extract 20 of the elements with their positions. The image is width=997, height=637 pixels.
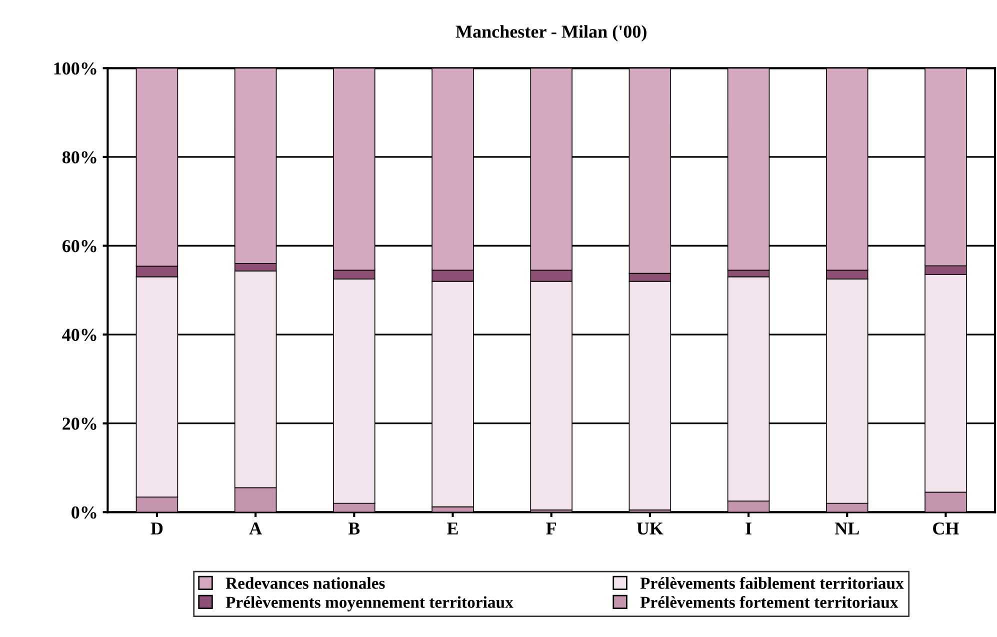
legend-label: Prélèvements moyennement territoriaux <box>226 596 514 612</box>
x-tick-label: CH <box>933 522 959 535</box>
legend-label: Prélèvements fortement territoriaux <box>640 596 898 608</box>
x-tick-label: E <box>447 522 458 534</box>
x-tick-label: UK <box>636 522 664 535</box>
y-tick-label: 20% <box>62 418 96 430</box>
x-tick-label: I <box>746 522 752 534</box>
y-tick-label: 80% <box>62 151 96 164</box>
y-tick-label: 100% <box>54 62 96 75</box>
x-tick-label: B <box>348 522 360 534</box>
x-tick-label: D <box>150 522 163 534</box>
x-tick-label: NL <box>834 522 859 534</box>
y-tick-label: 0% <box>72 506 96 519</box>
x-tick-label: F <box>546 522 556 534</box>
legend-label: Prélèvements faiblement territoriaux <box>640 576 904 589</box>
y-tick-label: 60% <box>62 240 96 252</box>
y-tick-label: 40% <box>62 328 96 342</box>
chart-title: Manchester - Milan ('00) <box>456 25 646 42</box>
legend-label: Redevances nationales <box>226 577 385 589</box>
x-tick-label: A <box>249 522 262 534</box>
